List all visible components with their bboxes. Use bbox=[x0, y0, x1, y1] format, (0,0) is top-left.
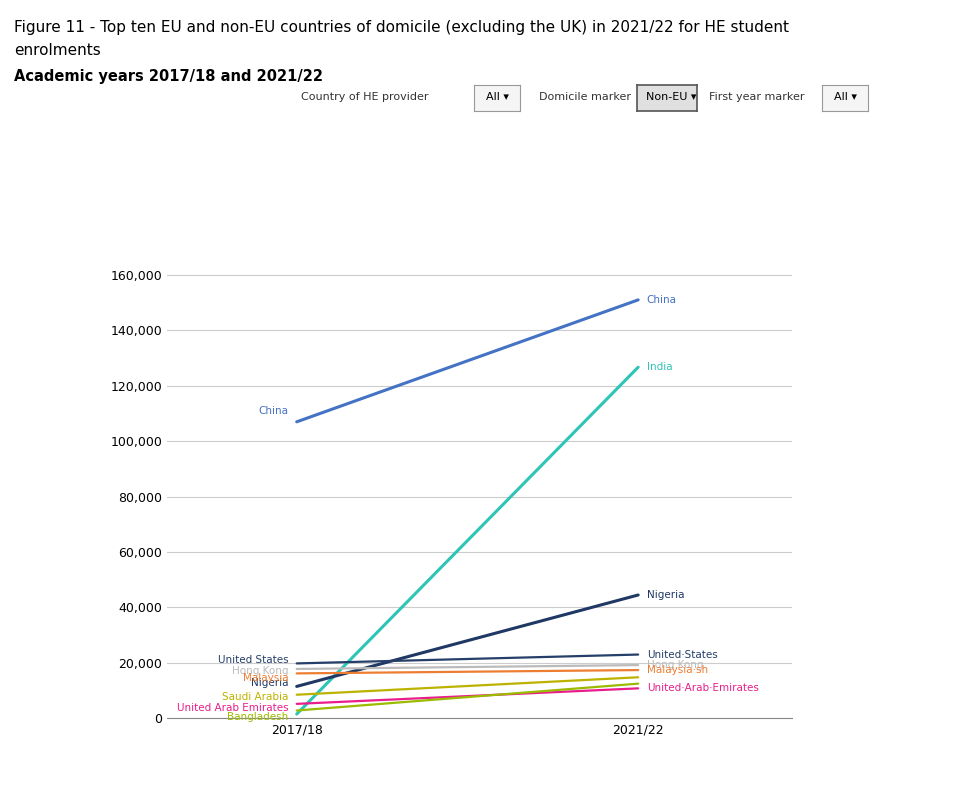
Text: China: China bbox=[258, 406, 288, 416]
Text: Malaysia·sh: Malaysia·sh bbox=[646, 665, 707, 675]
Text: enrolments: enrolments bbox=[14, 43, 101, 58]
Text: United·Arab·Emirates: United·Arab·Emirates bbox=[646, 684, 758, 693]
Text: Nigeria: Nigeria bbox=[251, 678, 288, 688]
Text: India: India bbox=[646, 362, 672, 372]
Text: All ▾: All ▾ bbox=[485, 93, 508, 102]
Text: Hong Kong: Hong Kong bbox=[232, 666, 288, 676]
Text: Country of HE provider: Country of HE provider bbox=[300, 93, 428, 102]
Text: Hong Kong: Hong Kong bbox=[646, 660, 702, 670]
Text: United States: United States bbox=[217, 655, 288, 665]
Text: First year marker: First year marker bbox=[708, 93, 803, 102]
Text: Academic years 2017/18 and 2021/22: Academic years 2017/18 and 2021/22 bbox=[14, 69, 323, 84]
Text: Domicile marker: Domicile marker bbox=[538, 93, 630, 102]
Text: United Arab Emirates: United Arab Emirates bbox=[176, 703, 288, 713]
Text: All ▾: All ▾ bbox=[833, 93, 856, 102]
Text: Figure 11 - Top ten EU and non-EU countries of domicile (excluding the UK) in 20: Figure 11 - Top ten EU and non-EU countr… bbox=[14, 20, 788, 35]
Text: China: China bbox=[646, 295, 676, 305]
Text: Saudi Arabia: Saudi Arabia bbox=[221, 692, 288, 702]
Text: Non-EU ▾: Non-EU ▾ bbox=[645, 93, 696, 102]
Text: Malaysia: Malaysia bbox=[242, 674, 288, 684]
Text: Nigeria: Nigeria bbox=[646, 590, 683, 600]
Text: United·States: United·States bbox=[646, 649, 717, 659]
Text: Bangladesh: Bangladesh bbox=[227, 712, 288, 721]
